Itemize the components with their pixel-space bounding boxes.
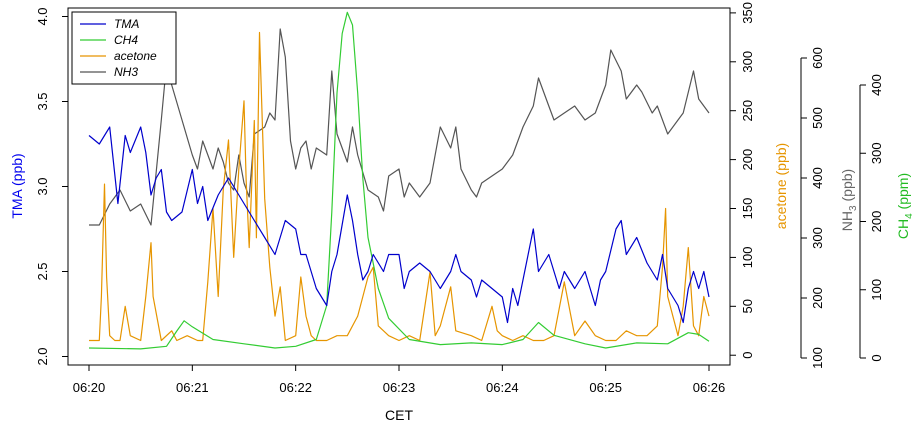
ch4-tick-label: 400 (869, 74, 884, 96)
nh3-tick-label: 600 (810, 47, 825, 69)
tma-tick-label: 2.0 (35, 347, 50, 365)
x-axis-title: CET (385, 407, 413, 423)
nh3-title-sub: 3 (848, 205, 859, 211)
ch4-tick-label: 200 (869, 211, 884, 233)
acetone-tick-label: 0 (740, 352, 755, 359)
ch4-title-unit: (ppm) (895, 173, 911, 213)
x-tick-label: 06:23 (383, 380, 416, 395)
series-line-tma (88, 126, 710, 324)
tma-tick-label: 2.5 (35, 262, 50, 280)
acetone-tick-label: 150 (740, 198, 755, 220)
acetone-tick-label: 200 (740, 149, 755, 171)
legend: TMA CH4 acetone NH3 (71, 11, 177, 85)
series-line-acetone (89, 31, 710, 342)
x-tick-label: 06:21 (176, 380, 209, 395)
x-tick-label: 06:20 (73, 380, 106, 395)
legend-label-tma: TMA (114, 17, 139, 31)
nh3-tick-label: 100 (810, 347, 825, 369)
tma-tick-label: 3.5 (35, 92, 50, 110)
acetone-axis-title: acetone (ppb) (773, 143, 789, 229)
nh3-title-unit: (ppb) (839, 169, 855, 206)
series-layer (88, 11, 710, 350)
legend-label-nh3: NH3 (114, 65, 138, 79)
tma-tick-label: 4.0 (35, 7, 50, 25)
ch4-tick-label: 300 (869, 142, 884, 164)
x-tick-label: 06:26 (693, 380, 726, 395)
x-tick-label: 06:22 (279, 380, 312, 395)
series-line-nh3 (89, 28, 710, 226)
ch4-tick-label: 100 (869, 279, 884, 301)
nh3-title-main: NH (839, 211, 855, 231)
nh3-tick-label: 500 (810, 107, 825, 129)
acetone-tick-label: 50 (740, 299, 755, 313)
axes-layer: 06:20 06:21 06:22 06:23 06:24 06:25 06:26 2.0 2.… (35, 2, 884, 395)
ch4-title-main: CH (895, 219, 911, 239)
nh3-axis-title: NH3 (ppb) (839, 169, 859, 231)
series-line-ch4 (88, 11, 710, 350)
tma-axis-title: TMA (ppb) (9, 153, 25, 218)
ch4-axis-title: CH4 (ppm) (895, 173, 912, 239)
legend-label-ch4: CH4 (114, 33, 138, 47)
tma-tick-label: 3.0 (35, 177, 50, 195)
acetone-tick-label: 250 (740, 100, 755, 122)
acetone-tick-label: 350 (740, 2, 755, 24)
acetone-tick-label: 300 (740, 51, 755, 73)
acetone-tick-label: 100 (740, 247, 755, 269)
ch4-title-sub: 4 (904, 213, 912, 219)
nh3-tick-label: 300 (810, 227, 825, 249)
ch4-tick-label: 0 (869, 354, 884, 361)
x-tick-label: 06:24 (486, 380, 519, 395)
x-tick-label: 06:25 (589, 380, 622, 395)
nh3-tick-label: 400 (810, 167, 825, 189)
legend-label-acetone: acetone (114, 49, 157, 63)
nh3-tick-label: 200 (810, 287, 825, 309)
